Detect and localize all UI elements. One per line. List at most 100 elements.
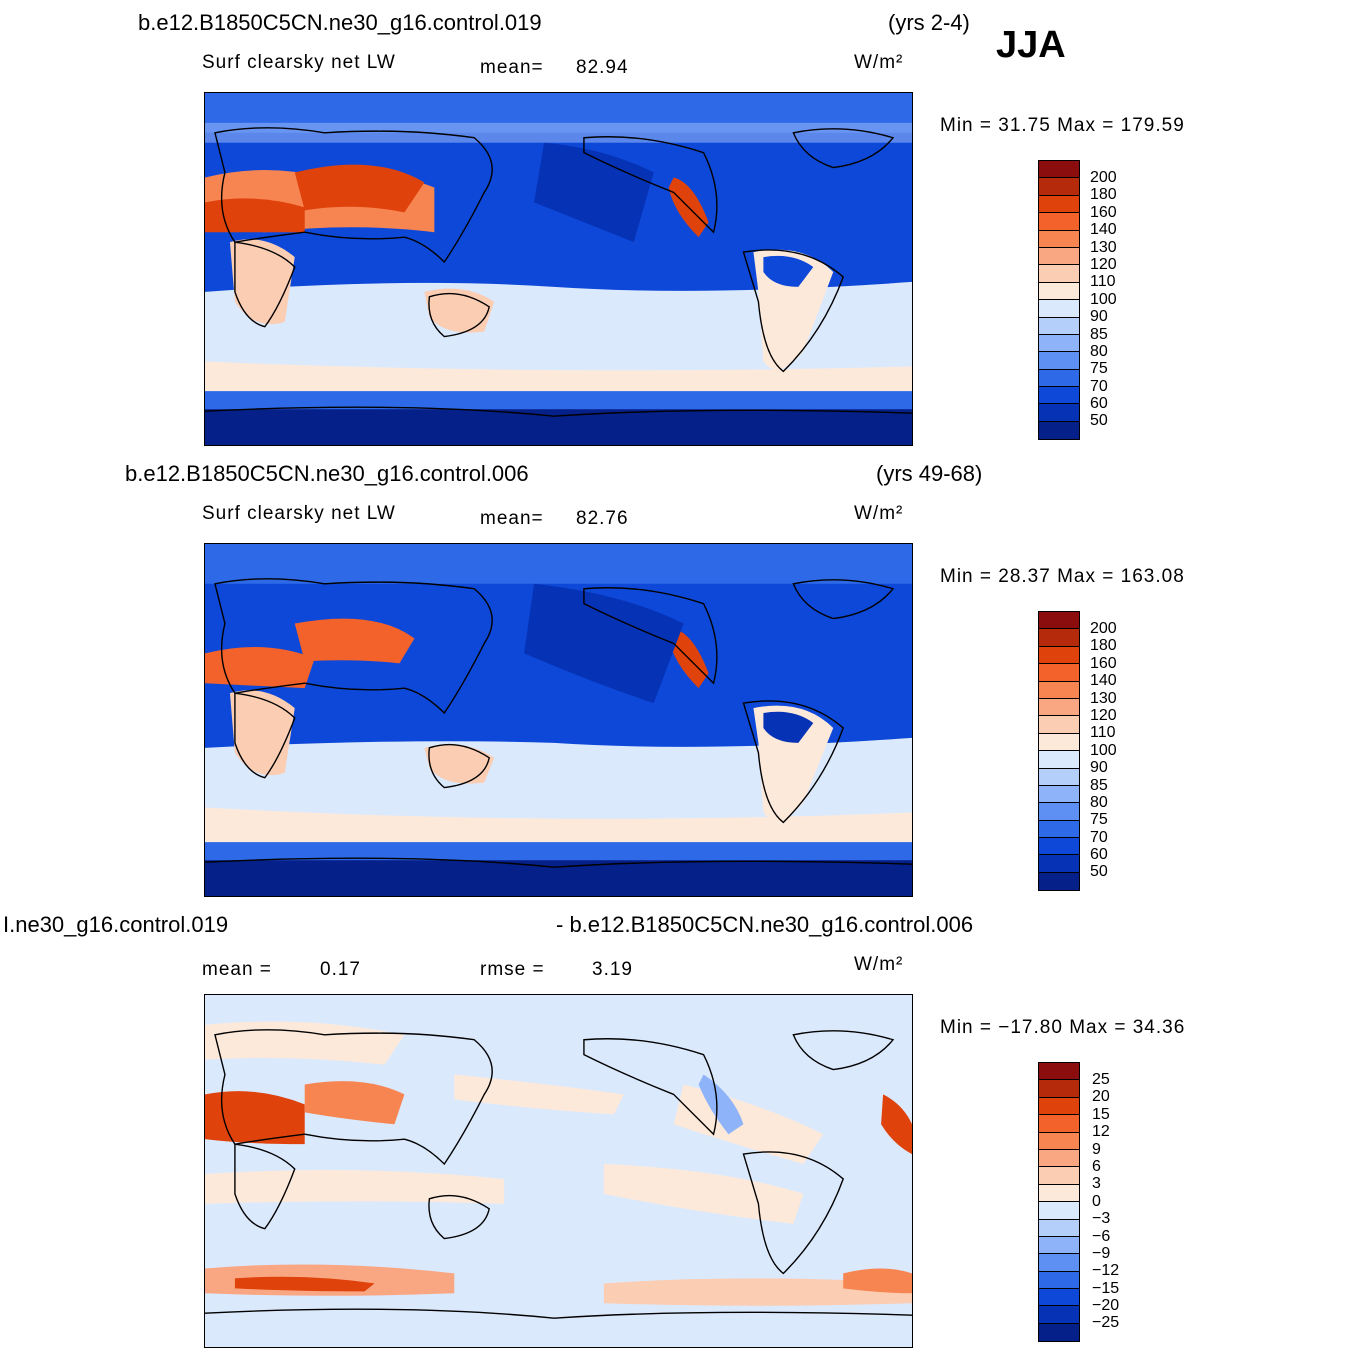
- panel1-minmax: Min = 31.75 Max = 179.59: [940, 115, 1185, 136]
- panel3-case-left: I.ne30_g16.control.019: [3, 912, 229, 937]
- panel3-level-label: 6: [1092, 1157, 1101, 1175]
- panel2-mean-value: 82.76: [576, 508, 629, 529]
- panel2-level-label: 90: [1090, 759, 1108, 777]
- panel1-colorbar-box: [1039, 213, 1079, 231]
- panel2-level-label: 75: [1090, 811, 1108, 829]
- panel2-colorbar-box: [1039, 716, 1079, 734]
- panel1-years: (yrs 2-4): [888, 10, 970, 35]
- panel1-colorbar-box: [1039, 178, 1079, 196]
- panel3-colorbar-box: [1039, 1306, 1079, 1324]
- panel3-colorbar-box: [1039, 1063, 1079, 1081]
- panel1-level-label: 180: [1090, 186, 1117, 204]
- panel2-colorbar-labels: 200 180 160 140 130 120 110 100 90 85 80…: [1090, 620, 1117, 881]
- panel3-rmse-label: rmse =: [480, 959, 545, 980]
- panel3-level-label: 15: [1092, 1105, 1110, 1123]
- panel2-case-title: b.e12.B1850C5CN.ne30_g16.control.006: [125, 461, 529, 486]
- panel3-colorbar: [1038, 1062, 1080, 1343]
- panel3-minmax: Min = −17.80 Max = 34.36: [940, 1017, 1186, 1038]
- panel2-minmax: Min = 28.37 Max = 163.08: [940, 566, 1185, 587]
- panel1-colorbar-box: [1039, 369, 1079, 388]
- panel3-colorbar-box: [1039, 1271, 1079, 1290]
- panel2-level-label: 110: [1090, 724, 1116, 742]
- panel1-colorbar-box: [1039, 352, 1079, 370]
- panel1-level-label: 75: [1090, 360, 1108, 378]
- panel1-level-label: 80: [1090, 342, 1108, 360]
- panel1-colorbar-box: [1039, 230, 1079, 248]
- panel1-level-label: 85: [1090, 325, 1108, 343]
- panel2-colorbar-box: [1039, 872, 1079, 891]
- panel2-mean-label: mean=: [480, 508, 544, 529]
- panel2-level-label: 120: [1090, 706, 1117, 724]
- panel3-mean-value: 0.17: [320, 959, 361, 980]
- panel3-mean-label: mean =: [202, 959, 272, 980]
- panel1-colorbar-box: [1039, 300, 1079, 318]
- panel2-level-label: 100: [1090, 741, 1117, 759]
- panel3-colorbar-box: [1039, 1132, 1079, 1150]
- panel2-level-label: 70: [1090, 828, 1108, 846]
- panel1-map: [204, 92, 913, 446]
- panel3-colorbar-box: [1039, 1236, 1079, 1255]
- panel3-colorbar-box: [1039, 1184, 1079, 1203]
- panel3-colorbar-box: [1039, 1254, 1079, 1272]
- panel2-level-label: 160: [1090, 654, 1117, 672]
- panel3-level-label: −6: [1092, 1227, 1111, 1245]
- panel2-colorbar-box: [1039, 820, 1079, 839]
- panel2-level-label: 60: [1090, 846, 1108, 864]
- panel2-level-label: 200: [1090, 620, 1117, 637]
- panel1-colorbar-box: [1039, 334, 1079, 353]
- panel1-level-label: 50: [1090, 412, 1108, 430]
- panel3-level-label: 3: [1092, 1175, 1101, 1193]
- panel2-map: [204, 543, 913, 897]
- panel3-map-svg: [205, 995, 912, 1347]
- panel1-level-label: 60: [1090, 395, 1108, 413]
- panel1-map-svg: [205, 93, 912, 445]
- panel3-level-label: −9: [1092, 1244, 1111, 1262]
- panel2-colorbar-box: [1039, 733, 1079, 752]
- panel1-colorbar-box: [1039, 387, 1079, 405]
- panel2-variable: Surf clearsky net LW: [202, 503, 396, 524]
- panel2-colorbar-box: [1039, 698, 1079, 717]
- panel1-variable: Surf clearsky net LW: [202, 52, 396, 73]
- panel1-level-label: 120: [1090, 255, 1117, 273]
- panel1-level-label: 130: [1090, 238, 1117, 256]
- panel3-level-label: −12: [1092, 1262, 1120, 1280]
- panel1-colorbar-box: [1039, 265, 1079, 283]
- panel3-level-label: 0: [1092, 1192, 1101, 1210]
- panel3-colorbar-box: [1039, 1202, 1079, 1220]
- panel3-rmse-value: 3.19: [592, 959, 633, 980]
- panel3-case-right: - b.e12.B1850C5CN.ne30_g16.control.006: [556, 912, 974, 937]
- panel3-colorbar-box: [1039, 1167, 1079, 1185]
- panel3-level-label: −25: [1092, 1314, 1120, 1332]
- panel1-colorbar-box: [1039, 195, 1079, 214]
- panel2-level-label: 80: [1090, 793, 1108, 811]
- panel1-colorbar-box: [1039, 161, 1079, 179]
- panel3-colorbar-box: [1039, 1097, 1079, 1116]
- panel2-map-svg: [205, 544, 912, 896]
- panel2-colorbar-box: [1039, 664, 1079, 682]
- panel3-map: [204, 994, 913, 1348]
- panel1-level-label: 160: [1090, 203, 1117, 221]
- panel2-level-label: 50: [1090, 863, 1108, 881]
- panel3-level-label: 25: [1092, 1071, 1110, 1088]
- panel3-level-label: 12: [1092, 1123, 1110, 1141]
- panel2-colorbar-box: [1039, 612, 1079, 630]
- panel2-colorbar-box: [1039, 855, 1079, 873]
- panel2-colorbar-box: [1039, 785, 1079, 804]
- panel1-mean-value: 82.94: [576, 57, 629, 78]
- panel1-mean-label: mean=: [480, 57, 544, 78]
- panel1-case-title: b.e12.B1850C5CN.ne30_g16.control.019: [138, 10, 542, 35]
- panel1-colorbar: [1038, 160, 1080, 441]
- panel3-colorbar-labels: 25 20 15 12 9 6 3 0 −3 −6 −9 −12 −15 −20…: [1092, 1071, 1119, 1332]
- panel1-colorbar-box: [1039, 282, 1079, 301]
- panel3-level-label: 20: [1092, 1088, 1110, 1106]
- panel1-colorbar-box: [1039, 317, 1079, 335]
- panel2-colorbar-box: [1039, 768, 1079, 786]
- panel1-level-label: 140: [1090, 221, 1117, 239]
- panel2-colorbar-box: [1039, 751, 1079, 769]
- panel2-colorbar-box: [1039, 646, 1079, 665]
- panel2-units: W/m²: [854, 503, 904, 524]
- panel1-colorbar-box: [1039, 421, 1079, 440]
- panel2-colorbar-box: [1039, 629, 1079, 647]
- panel1-level-label: 110: [1090, 273, 1116, 291]
- panel2-level-label: 85: [1090, 776, 1108, 794]
